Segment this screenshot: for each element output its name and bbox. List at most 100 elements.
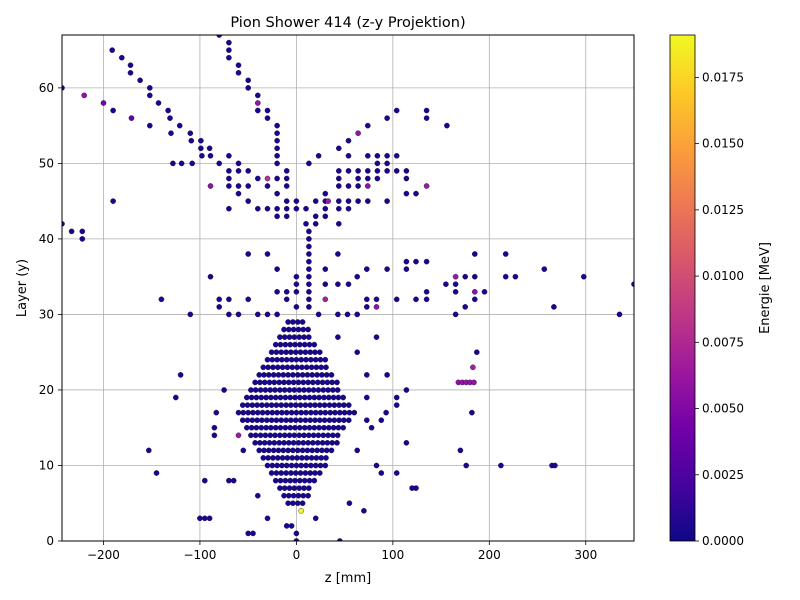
data-point	[322, 205, 329, 212]
data-point	[281, 326, 287, 333]
data-point	[285, 492, 292, 499]
data-point	[293, 530, 300, 537]
data-point	[473, 349, 480, 356]
data-point	[306, 341, 313, 348]
data-point	[291, 485, 298, 491]
data-point	[341, 409, 348, 416]
data-point	[306, 288, 312, 295]
data-point	[304, 372, 311, 378]
data-point	[463, 462, 470, 469]
data-point	[146, 122, 153, 129]
data-point	[293, 205, 300, 212]
data-point	[268, 394, 274, 401]
data-point	[248, 394, 255, 401]
data-point	[393, 394, 400, 401]
data-point	[320, 432, 327, 439]
data-point	[316, 349, 323, 356]
data-point	[363, 394, 370, 401]
data-point	[316, 394, 322, 401]
data-point	[109, 47, 115, 53]
data-point	[272, 477, 279, 484]
data-point	[374, 152, 381, 159]
data-point	[167, 115, 173, 121]
data-point	[245, 77, 251, 84]
data-point	[373, 462, 380, 469]
data-point	[277, 394, 284, 401]
data-point	[245, 198, 251, 204]
data-point	[293, 281, 300, 288]
data-point	[279, 364, 286, 371]
data-point	[328, 372, 335, 378]
data-point	[308, 455, 315, 461]
data-point	[265, 455, 271, 461]
data-point	[309, 447, 316, 454]
data-point	[335, 145, 342, 152]
data-point	[274, 122, 280, 129]
data-point	[310, 432, 317, 439]
data-point	[178, 160, 185, 167]
data-point	[305, 439, 311, 446]
data-point	[245, 409, 251, 416]
data-point	[245, 183, 251, 189]
data-point	[127, 70, 134, 76]
data-point	[273, 349, 280, 356]
x-tick-label: 200	[478, 548, 501, 562]
data-point	[177, 372, 184, 378]
data-point	[306, 258, 312, 265]
data-point	[322, 356, 329, 363]
data-point	[263, 417, 270, 424]
data-point	[266, 439, 273, 446]
data-point	[274, 160, 280, 167]
data-point	[301, 424, 308, 431]
data-point	[303, 462, 309, 469]
data-point	[321, 402, 328, 408]
data-point	[303, 409, 309, 416]
data-point	[261, 447, 267, 454]
data-point	[444, 122, 450, 129]
data-point	[374, 168, 381, 174]
data-point	[452, 281, 459, 288]
data-point	[345, 281, 352, 288]
data-point	[254, 417, 260, 424]
data-point	[290, 379, 297, 386]
data-point	[235, 183, 242, 189]
data-point	[305, 387, 312, 393]
data-point	[264, 311, 271, 318]
data-point	[502, 273, 509, 280]
data-point	[286, 432, 293, 439]
data-point	[274, 190, 280, 197]
data-point	[403, 190, 410, 197]
data-point	[393, 296, 400, 303]
data-point	[319, 447, 325, 454]
data-point	[273, 402, 280, 408]
data-point	[187, 130, 194, 136]
data-point	[335, 168, 342, 174]
data-point	[264, 356, 271, 363]
data-point	[287, 394, 294, 401]
data-point	[272, 387, 278, 393]
data-point	[295, 492, 302, 499]
data-point	[272, 341, 279, 348]
data-point	[326, 417, 333, 424]
data-point	[318, 455, 325, 461]
data-point	[306, 424, 313, 431]
data-point	[325, 198, 332, 204]
data-point	[287, 477, 294, 484]
data-point	[292, 341, 298, 348]
data-point	[267, 387, 274, 393]
data-point	[306, 477, 313, 484]
data-point	[290, 500, 296, 507]
data-point	[299, 364, 305, 371]
data-point	[257, 387, 264, 393]
data-point	[315, 432, 322, 439]
data-point	[363, 304, 370, 310]
data-point	[325, 424, 332, 431]
data-point	[198, 145, 204, 152]
data-point	[284, 455, 291, 461]
data-point	[363, 296, 370, 303]
data-point	[413, 190, 419, 197]
data-point	[281, 432, 288, 439]
data-point	[299, 372, 306, 378]
data-point	[269, 356, 276, 363]
data-point	[302, 417, 309, 424]
